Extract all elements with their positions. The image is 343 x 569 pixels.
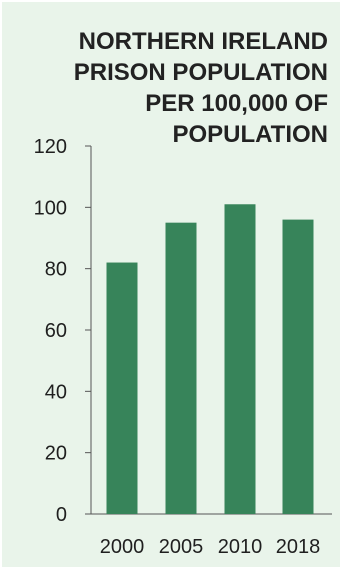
y-tick-label-0: 0: [56, 504, 67, 526]
x-tick-label-2005: 2005: [159, 536, 204, 558]
x-axis-labels: 2000 2005 2010 2018: [100, 536, 321, 558]
bars: [106, 204, 314, 514]
chart-title: NORTHERN IRELAND PRISON POPULATION PER 1…: [28, 26, 328, 150]
chart-title-line-3: PER 100,000 OF: [145, 90, 328, 117]
y-tick-label-60: 60: [45, 320, 67, 342]
y-tick-label-20: 20: [45, 443, 67, 465]
y-tick-label-80: 80: [45, 259, 67, 281]
chart-title-line-4: POPULATION: [172, 121, 328, 148]
bar-2010: [224, 204, 256, 514]
y-axis-ticks: 0 20 40 60 80 100 120: [34, 136, 91, 526]
y-tick-label-40: 40: [45, 381, 67, 403]
y-tick-label-120: 120: [34, 136, 67, 158]
y-tick-label-100: 100: [34, 197, 67, 219]
bar-2018: [282, 219, 314, 514]
x-tick-label-2000: 2000: [100, 536, 145, 558]
chart-title-line-2: PRISON POPULATION: [73, 59, 328, 86]
x-tick-label-2018: 2018: [276, 536, 321, 558]
x-tick-label-2010: 2010: [218, 536, 263, 558]
bar-2000: [106, 262, 138, 514]
chart-title-line-1: NORTHERN IRELAND: [78, 28, 328, 55]
bar-2005: [165, 222, 197, 514]
